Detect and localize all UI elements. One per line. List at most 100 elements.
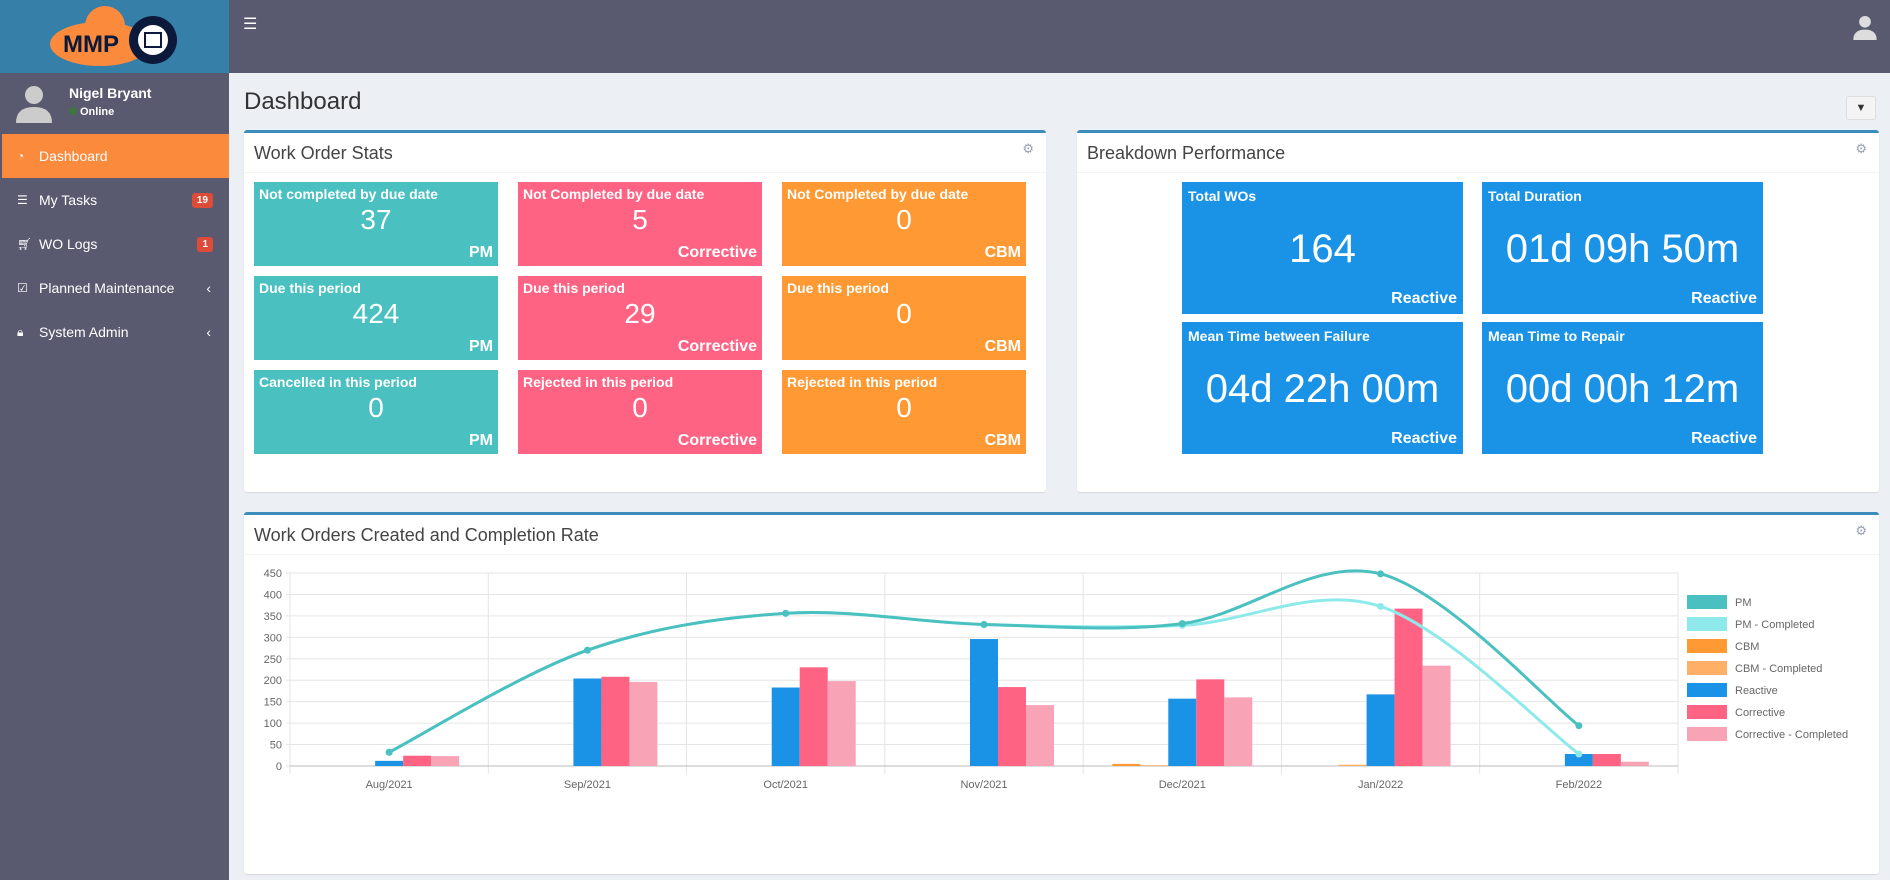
stat-tile[interactable]: Due this period 29 Corrective (518, 276, 762, 360)
stat-tile[interactable]: Rejected in this period 0 Corrective (518, 370, 762, 454)
legend-swatch (1687, 639, 1727, 653)
calendar-check-icon: ☑ (17, 281, 28, 295)
sidebar-item-system-admin[interactable]: 🔒︎ System Admin ‹ (0, 310, 229, 354)
tile-title: Due this period (259, 280, 361, 296)
gear-icon[interactable]: ⚙ (1022, 141, 1034, 156)
panel-title: Work Orders Created and Completion Rate (254, 525, 599, 545)
stat-tile[interactable]: Not Completed by due date 5 Corrective (518, 182, 762, 266)
bar-corrective-completed (827, 681, 856, 766)
gear-icon[interactable]: ⚙ (1855, 523, 1867, 538)
tile-category: Reactive (1691, 430, 1757, 447)
panel-header: Work Orders Created and Completion Rate ⚙ (244, 515, 1879, 555)
x-tick-label: Jan/2022 (1358, 779, 1403, 791)
breakdown-tile[interactable]: Total Duration 01d 09h 50m Reactive (1482, 182, 1763, 314)
breakdown-tile[interactable]: Mean Time between Failure 04d 22h 00m Reac… (1182, 322, 1463, 454)
y-tick-label: 450 (264, 568, 282, 580)
x-tick-label: Sep/2021 (564, 779, 611, 791)
bar-corrective-completed (1422, 665, 1451, 766)
sidebar-item-wo-logs[interactable]: 🛒︎ WO Logs 1 (0, 222, 229, 266)
tile-title: Total WOs (1188, 188, 1257, 204)
legend-swatch (1687, 661, 1727, 675)
tile-category: Reactive (1391, 430, 1457, 447)
tile-value: 0 (368, 392, 384, 423)
bar-corrective-completed (629, 681, 658, 766)
stat-tile[interactable]: Due this period 0 CBM (782, 276, 1026, 360)
legend-label: Corrective - Completed (1735, 729, 1848, 741)
bar-corrective-completed (1620, 761, 1649, 766)
wo-chart: 0 50 100 150 200 250 300 350 400 450 Aug/2021 Sep/2… (264, 568, 1848, 791)
bar-reactive (771, 687, 800, 766)
gear-icon[interactable]: ⚙ (1855, 141, 1867, 156)
sidebar-item-my-tasks[interactable]: ☰ My Tasks 19 (0, 178, 229, 222)
bar-corrective (1592, 753, 1621, 766)
x-tick-label: Feb/2022 (1556, 779, 1602, 791)
y-tick-label: 150 (264, 697, 282, 709)
lock-icon: 🔒︎ (17, 324, 24, 339)
stat-tile[interactable]: Cancelled in this period 0 PM (254, 370, 498, 454)
tile-category: PM (469, 432, 493, 449)
tile-value: 424 (352, 298, 400, 329)
bar-reactive (1168, 698, 1197, 766)
y-tick-label: 200 (264, 675, 282, 687)
breakdown-performance-panel: Breakdown Performance ⚙ Total WOs 164 React… (1077, 130, 1879, 492)
top-navbar: ☰ (229, 0, 1890, 73)
tile-value: 0 (896, 298, 912, 329)
stat-tile[interactable]: Due this period 424 PM (254, 276, 498, 360)
nav-label: Dashboard (39, 148, 108, 164)
y-tick-label: 100 (264, 718, 282, 730)
tile-value: 164 (1289, 227, 1356, 271)
page-title: Dashboard (244, 88, 362, 115)
panel-title: Work Order Stats (254, 143, 393, 163)
nav-label: WO Logs (39, 236, 98, 252)
tile-title: Due this period (523, 280, 625, 296)
line-pm-point (1377, 570, 1385, 578)
sidebar-item-planned-maintenance[interactable]: ☑ Planned Maintenance ‹ (0, 266, 229, 310)
x-tick-label: Aug/2021 (366, 779, 413, 791)
legend-label: PM (1735, 597, 1752, 609)
chevron-left-icon: ‹ (206, 324, 211, 340)
sidebar: MMP Nigel Bryant Online ◔ Dashboard ☰ My T… (0, 0, 229, 880)
bar-corrective-completed (1224, 697, 1253, 766)
bar-reactive (375, 760, 404, 766)
bar-corrective-completed (1026, 705, 1054, 766)
tile-category: PM (469, 244, 493, 261)
bar-corrective-completed (431, 756, 460, 766)
nav-label: System Admin (39, 324, 129, 340)
tile-title: Cancelled in this period (259, 374, 417, 390)
tile-category: CBM (984, 432, 1021, 449)
y-tick-label: 0 (276, 761, 282, 773)
wo-chart-panel: Work Orders Created and Completion Rate ⚙… (244, 512, 1879, 874)
work-order-stats-panel: Work Order Stats ⚙ Not completed by due d… (244, 130, 1046, 492)
line-pm-completed-point (1575, 750, 1583, 758)
stat-tile[interactable]: Rejected in this period 0 CBM (782, 370, 1026, 454)
tile-category: CBM (984, 244, 1021, 261)
tile-category: Corrective (677, 338, 757, 355)
bar-corrective (1196, 679, 1225, 766)
sidebar-item-dashboard[interactable]: ◔ Dashboard (2, 134, 229, 178)
tile-category: CBM (984, 338, 1021, 355)
tile-value: 37 (360, 204, 392, 235)
tile-category: Corrective (677, 244, 757, 261)
tile-value: 01d 09h 50m (1505, 227, 1740, 271)
tile-value: 5 (632, 204, 648, 235)
bar-corrective (601, 676, 630, 766)
tile-value: 00d 00h 12m (1505, 367, 1740, 411)
x-tick-label: Nov/2021 (960, 779, 1007, 791)
filter-button[interactable]: ▼ (1846, 96, 1876, 120)
bar-corrective (1394, 608, 1423, 766)
bar-corrective (799, 667, 828, 766)
line-pm-point (1178, 620, 1186, 628)
logo[interactable]: MMP (0, 0, 229, 73)
user-menu-icon[interactable] (1852, 14, 1878, 40)
bar-cbm-completed (1338, 764, 1367, 766)
dashboard-icon: ◔ (17, 149, 25, 163)
line-pm-point (583, 646, 591, 654)
y-tick-label: 400 (264, 589, 282, 601)
breakdown-tile[interactable]: Mean Time to Repair 00d 00h 12m Reactive (1482, 322, 1763, 454)
online-dot-icon (69, 107, 77, 115)
stat-tile[interactable]: Not completed by due date 37 PM (254, 182, 498, 266)
breakdown-tile[interactable]: Total WOs 164 Reactive (1182, 182, 1463, 314)
user-name: Nigel Bryant (69, 85, 152, 101)
menu-toggle-icon[interactable]: ☰ (243, 16, 258, 33)
stat-tile[interactable]: Not Completed by due date 0 CBM (782, 182, 1026, 266)
